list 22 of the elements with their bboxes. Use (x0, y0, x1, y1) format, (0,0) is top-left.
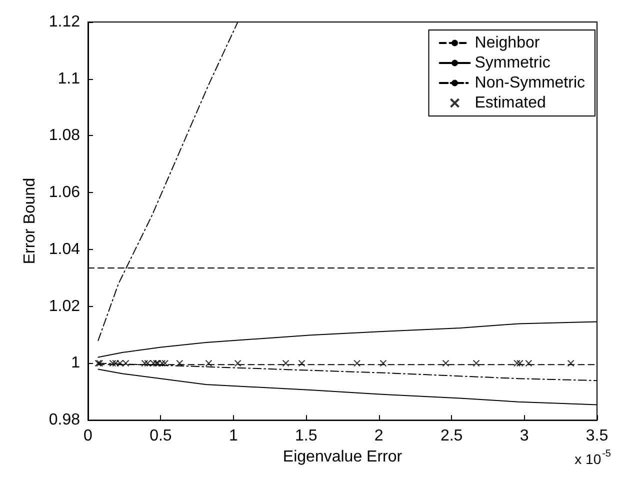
x-tick-label: 2.5 (440, 428, 463, 445)
y-axis-title: Error Bound (21, 178, 38, 264)
y-tick-label: 1.04 (48, 240, 80, 258)
x-tick-label: 3.5 (586, 428, 608, 445)
y-tick-label: 1.02 (48, 298, 80, 315)
y-tick-label: 1.08 (48, 127, 80, 144)
y-tick-label: 1 (71, 354, 80, 372)
legend-label: Neighbor (474, 34, 540, 52)
y-tick-label: 1.1 (58, 70, 80, 88)
x-axis-title: Eigenvalue Error (282, 448, 403, 466)
x-tick-label: 0.5 (150, 428, 172, 445)
y-tick-label: 0.98 (48, 412, 80, 429)
x-tick-label: 1 (228, 428, 238, 445)
x-tick-label: 1.5 (295, 428, 318, 445)
legend-label: Estimated (474, 94, 546, 112)
x-tick-label: 2 (374, 428, 384, 445)
x-tick-label: 3 (520, 428, 529, 445)
legend-label: Symmetric (474, 54, 550, 72)
y-tick-label: 1.06 (48, 184, 80, 202)
y-tick-label: 1.12 (48, 14, 80, 30)
x-tick-label: 0 (84, 428, 93, 445)
legend-label: Non-Symmetric (474, 74, 585, 92)
